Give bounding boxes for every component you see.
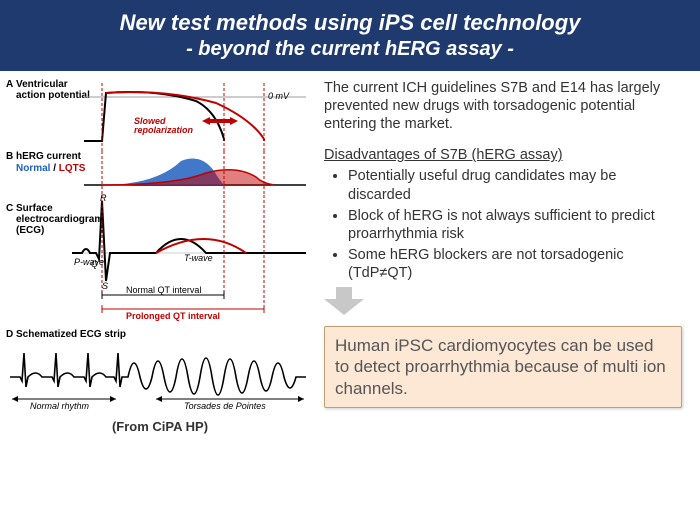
subtitle: - beyond the current hERG assay - [8,38,692,61]
callout-box: Human iPSC cardiomyocytes can be used to… [324,326,682,408]
list-item: Potentially useful drug candidates may b… [348,167,682,203]
s-label: S [102,281,108,291]
q-label: Q [91,259,98,269]
p-wave-label: P-wave [74,257,104,267]
prolonged-qt-label: Prolonged QT interval [126,311,220,321]
down-arrow-icon [324,287,364,315]
slowed-repol-label: Slowed repolarization [134,117,193,135]
panel-b-svg [6,151,314,195]
normal-qt-label: Normal QT interval [126,285,201,295]
panel-c-svg [6,195,314,325]
r-label: R [100,193,107,203]
panel-a: A Ventricular action potential 0 mV Slow… [6,79,314,151]
list-item: Block of hERG is not always sufficient t… [348,207,682,243]
zero-mv-label: 0 mV [268,91,289,101]
disadvantages-list: Potentially useful drug candidates may b… [348,167,682,282]
panel-a-svg [6,79,314,151]
content-row: A Ventricular action potential 0 mV Slow… [0,71,700,440]
title-header: New test methods using iPS cell technolo… [0,0,700,71]
diagram-source: (From CiPA HP) [6,419,314,434]
tdp-label: Torsades de Pointes [184,401,266,411]
callout-text: Human iPSC cardiomyocytes can be used to… [335,335,671,399]
diagram-column: A Ventricular action potential 0 mV Slow… [6,79,314,434]
panel-d: D Schematized ECG strip Normal rhythm To… [6,329,314,417]
normal-rhythm-label: Normal rhythm [30,401,89,411]
panel-c: C Surface electrocardiogram (ECG) P-wav [6,195,314,325]
main-title: New test methods using iPS cell technolo… [8,10,692,36]
t-wave-label: T-wave [184,253,213,263]
panel-b: B hERG current Normal / LQTS [6,151,314,195]
list-item: Some hERG blockers are not torsadogenic … [348,246,682,282]
disadvantages-title: Disadvantages of S7B (hERG assay) [324,147,682,163]
text-column: The current ICH guidelines S7B and E14 h… [314,79,682,434]
intro-paragraph: The current ICH guidelines S7B and E14 h… [324,79,682,133]
